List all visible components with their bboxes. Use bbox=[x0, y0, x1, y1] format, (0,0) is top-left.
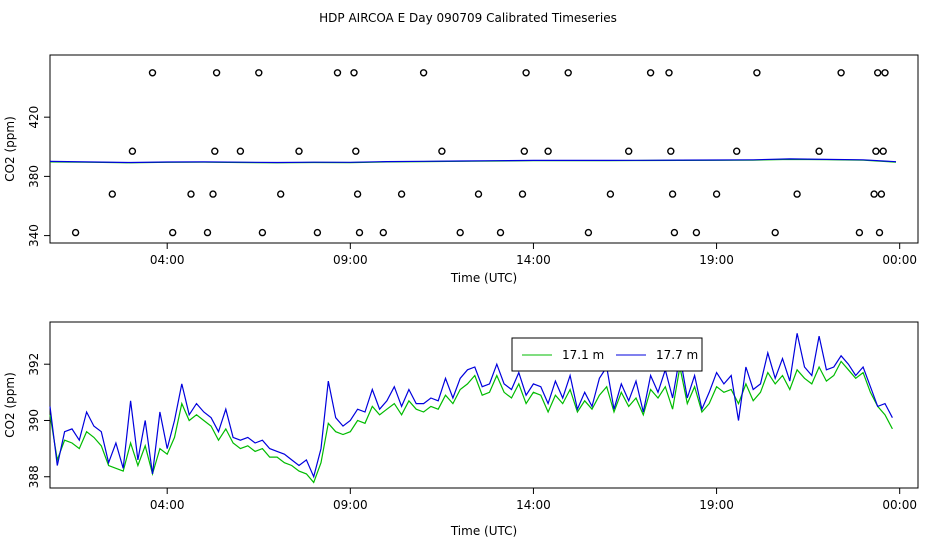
calibration-point bbox=[870, 190, 878, 198]
top-y-tick-label: 380 bbox=[27, 165, 41, 188]
calibration-point bbox=[456, 228, 464, 237]
calibration-point bbox=[877, 190, 886, 198]
calibration-point bbox=[667, 147, 675, 155]
bottom-x-axis-label: Time (UTC) bbox=[450, 524, 517, 538]
calibration-point bbox=[712, 190, 721, 198]
calibration-point bbox=[606, 190, 615, 198]
bottom-x-tick-label: 00:00 bbox=[882, 498, 917, 512]
bottom-y-tick-label: 390 bbox=[27, 409, 41, 432]
bottom-x-tick-label: 19:00 bbox=[699, 498, 734, 512]
top-y-axis: 340 380 420 bbox=[27, 106, 50, 247]
top-x-tick-label: 00:00 bbox=[882, 253, 917, 267]
legend-label-17-1m: 17.1 m bbox=[562, 348, 604, 362]
calibration-point bbox=[128, 147, 137, 155]
calibration-point bbox=[646, 69, 655, 77]
calibration-point bbox=[474, 190, 483, 198]
calibration-point bbox=[108, 190, 117, 198]
calibration-point bbox=[855, 228, 864, 237]
calibration-point bbox=[419, 69, 428, 77]
top-plot-frame bbox=[49, 54, 919, 244]
calibration-point bbox=[397, 190, 406, 198]
calibration-point bbox=[879, 147, 887, 155]
top-x-tick-label: 09:00 bbox=[333, 253, 368, 267]
calibration-point bbox=[438, 147, 446, 155]
bottom-series-line-17-1-m bbox=[49, 360, 893, 484]
calibration-point bbox=[355, 228, 364, 237]
calibration-point bbox=[815, 147, 823, 155]
calibration-point bbox=[771, 228, 779, 237]
calibration-point bbox=[793, 190, 801, 198]
calibration-point bbox=[584, 228, 593, 237]
legend: 17.1 m 17.7 m bbox=[511, 337, 703, 372]
top-x-tick-label: 04:00 bbox=[150, 253, 185, 267]
top-x-axis: 04:00 09:00 14:00 19:00 00:00 bbox=[150, 243, 917, 267]
calibration-point bbox=[625, 147, 633, 155]
bottom-panel: 388 390 392 04:00 09:00 14:00 19:00 00:00 Time… bbox=[3, 321, 919, 538]
bottom-x-axis: 04:00 09:00 14:00 19:00 00:00 bbox=[150, 488, 917, 512]
calibration-point bbox=[379, 228, 387, 237]
calibration-point bbox=[350, 69, 358, 77]
calibration-point bbox=[668, 190, 677, 198]
calibration-point bbox=[71, 228, 80, 237]
calibration-point bbox=[187, 190, 195, 198]
bottom-x-tick-label: 09:00 bbox=[333, 498, 368, 512]
calibration-point bbox=[333, 69, 342, 77]
bottom-x-tick-label: 14:00 bbox=[516, 498, 551, 512]
calibration-point bbox=[733, 147, 741, 155]
bottom-y-tick-label: 388 bbox=[27, 465, 41, 488]
legend-label-17-7m: 17.7 m bbox=[656, 348, 698, 362]
bottom-y-axis: 388 390 392 bbox=[27, 353, 50, 488]
calibration-point bbox=[522, 69, 530, 77]
calibration-point bbox=[211, 147, 219, 155]
top-y-axis-label: CO2 (ppm) bbox=[3, 116, 17, 182]
top-y-tick-label: 420 bbox=[27, 106, 41, 129]
top-series-group bbox=[49, 158, 897, 164]
calibration-point bbox=[236, 147, 245, 155]
bottom-x-tick-label: 04:00 bbox=[150, 498, 185, 512]
top-y-tick-label: 340 bbox=[27, 224, 41, 247]
calibration-point bbox=[258, 228, 267, 237]
calibration-point bbox=[692, 228, 701, 237]
calibration-point bbox=[872, 147, 880, 155]
bottom-series-group bbox=[49, 333, 893, 484]
calibration-point bbox=[665, 69, 673, 77]
calibration-point bbox=[874, 69, 882, 77]
calibration-point bbox=[353, 190, 362, 198]
calibration-point bbox=[564, 69, 572, 77]
calibration-point bbox=[496, 228, 505, 237]
bottom-series-line-17-7-m bbox=[49, 333, 893, 479]
calibration-point bbox=[255, 69, 263, 77]
calibration-point bbox=[277, 190, 285, 198]
calibration-point bbox=[544, 147, 552, 155]
calibration-point bbox=[352, 147, 360, 155]
top-calibration-points bbox=[71, 69, 889, 237]
calibration-point bbox=[168, 228, 177, 237]
chart-title: HDP AIRCOA E Day 090709 Calibrated Times… bbox=[319, 11, 617, 25]
calibration-point bbox=[837, 69, 845, 77]
calibration-point bbox=[209, 190, 217, 198]
calibration-point bbox=[520, 147, 528, 155]
calibration-point bbox=[212, 69, 221, 77]
top-x-axis-label: Time (UTC) bbox=[450, 271, 517, 285]
calibration-point bbox=[313, 228, 322, 237]
bottom-plot-frame bbox=[49, 321, 919, 489]
top-series-line-17-7-m bbox=[49, 158, 897, 164]
calibration-point bbox=[518, 190, 527, 198]
calibration-point bbox=[753, 69, 761, 77]
top-panel: 340 380 420 04:00 09:00 14:00 19:00 00:00 Time… bbox=[3, 54, 919, 285]
bottom-y-tick-label: 392 bbox=[27, 353, 41, 376]
bottom-y-axis-label: CO2 (ppm) bbox=[3, 372, 17, 438]
top-x-tick-label: 14:00 bbox=[516, 253, 551, 267]
calibration-point bbox=[881, 69, 889, 77]
calibration-point bbox=[203, 228, 212, 237]
top-x-tick-label: 19:00 bbox=[699, 253, 734, 267]
calibration-point bbox=[148, 69, 157, 77]
calibration-point bbox=[295, 147, 303, 155]
calibration-point bbox=[670, 228, 679, 237]
calibration-point bbox=[875, 228, 884, 237]
